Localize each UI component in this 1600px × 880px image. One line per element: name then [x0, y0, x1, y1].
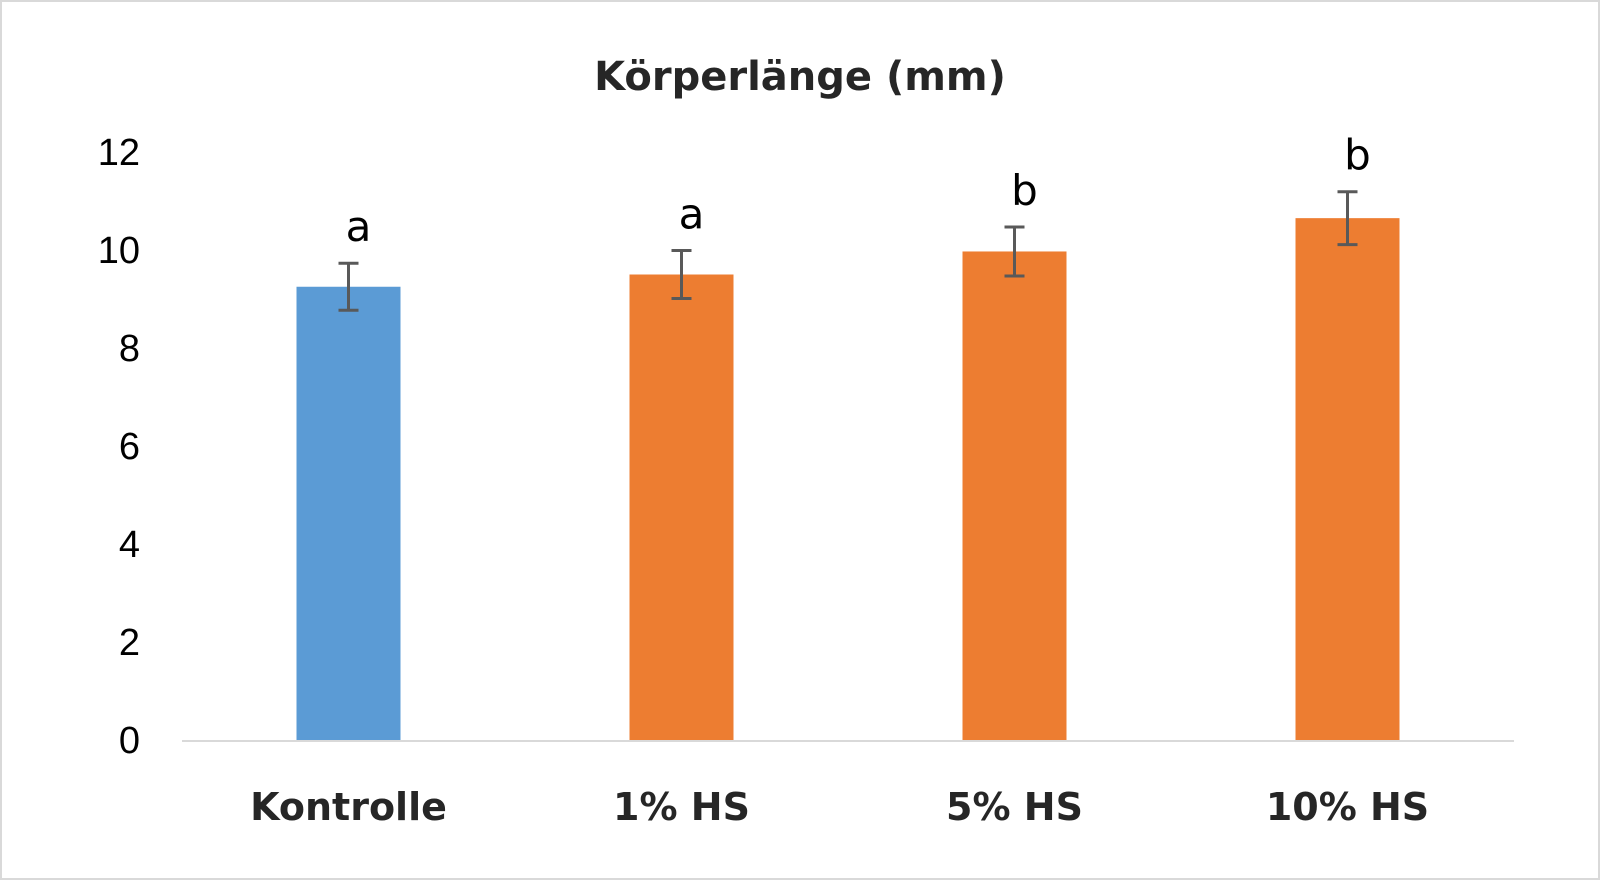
bar-10-hs	[1295, 218, 1400, 740]
y-tick-label: 6	[119, 426, 140, 468]
y-tick-label: 10	[98, 230, 140, 272]
x-tick-label: 1% HS	[613, 785, 750, 829]
bars-layer	[296, 218, 1400, 740]
y-tick-label: 8	[119, 328, 140, 370]
y-tick-labels: 0 2 4 6 8 10 12	[98, 132, 140, 762]
bar-1-hs	[629, 274, 734, 740]
y-tick-label: 2	[119, 622, 140, 664]
significance-letter: b	[1344, 131, 1371, 180]
x-tick-labels: Kontrolle 1% HS 5% HS 10% HS	[250, 785, 1429, 829]
x-tick-label: 5% HS	[946, 785, 1083, 829]
y-tick-label: 12	[98, 132, 140, 174]
significance-letters: a a b b	[346, 131, 1371, 252]
y-tick-label: 0	[119, 720, 140, 762]
x-tick-label: 10% HS	[1266, 785, 1429, 829]
bar-kontrolle	[296, 286, 401, 740]
significance-letter: b	[1011, 166, 1038, 215]
x-tick-label: Kontrolle	[250, 785, 447, 829]
y-tick-label: 4	[119, 524, 140, 566]
error-bars-layer	[338, 190, 1358, 312]
chart-title: Körperlänge (mm)	[594, 54, 1006, 100]
significance-letter: a	[346, 202, 372, 251]
bar-5-hs	[962, 251, 1067, 740]
significance-letter: a	[679, 189, 705, 238]
